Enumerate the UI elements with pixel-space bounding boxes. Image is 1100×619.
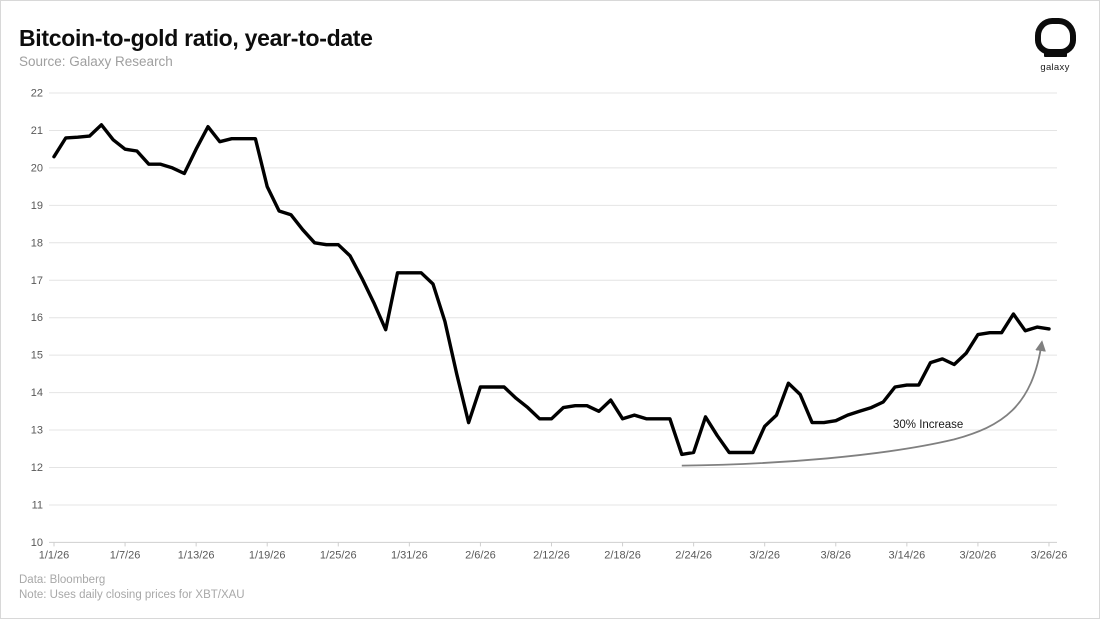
svg-text:2/12/26: 2/12/26 xyxy=(533,549,570,561)
galaxy-logo-label: galaxy xyxy=(1040,62,1070,73)
y-axis-labels: 10 11 12 13 14 15 16 17 18 19 20 21 22 xyxy=(31,88,43,549)
page-title: Bitcoin-to-gold ratio, year-to-date xyxy=(19,25,373,51)
x-axis-ticks xyxy=(53,542,1050,547)
svg-text:12: 12 xyxy=(31,462,43,474)
svg-text:11: 11 xyxy=(32,499,43,511)
svg-text:17: 17 xyxy=(31,275,43,287)
increase-arrow xyxy=(681,340,1046,467)
svg-text:1/31/26: 1/31/26 xyxy=(391,549,428,561)
svg-text:3/14/26: 3/14/26 xyxy=(888,549,925,561)
increase-annotation-label: 30% Increase xyxy=(893,419,963,431)
svg-text:10: 10 xyxy=(31,537,43,549)
svg-text:3/20/26: 3/20/26 xyxy=(960,549,997,561)
ratio-line-series xyxy=(52,123,1051,457)
methodology-note: Note: Uses daily closing prices for XBT/… xyxy=(19,589,245,601)
svg-text:15: 15 xyxy=(31,350,43,362)
gridlines xyxy=(49,92,1057,506)
svg-text:2/6/26: 2/6/26 xyxy=(465,549,496,561)
svg-text:22: 22 xyxy=(31,88,43,100)
galaxy-helmet-icon xyxy=(1034,18,1076,55)
chart-source-subtitle: Source: Galaxy Research xyxy=(19,54,173,69)
chart-footnotes: Data: Bloomberg Note: Uses daily closing… xyxy=(19,573,245,603)
svg-text:2/24/26: 2/24/26 xyxy=(675,549,712,561)
data-source-note: Data: Bloomberg xyxy=(19,574,106,586)
svg-text:18: 18 xyxy=(31,237,43,249)
svg-text:19: 19 xyxy=(31,200,43,212)
galaxy-helmet-base xyxy=(1043,52,1067,57)
svg-text:14: 14 xyxy=(31,387,43,399)
svg-text:3/2/26: 3/2/26 xyxy=(749,549,780,561)
svg-text:21: 21 xyxy=(31,125,43,137)
svg-text:1/13/26: 1/13/26 xyxy=(178,549,215,561)
svg-text:3/8/26: 3/8/26 xyxy=(820,549,851,561)
svg-text:20: 20 xyxy=(31,162,43,174)
galaxy-logo: galaxy xyxy=(1025,18,1085,73)
svg-text:13: 13 xyxy=(31,425,43,437)
svg-text:16: 16 xyxy=(31,312,43,324)
svg-text:1/19/26: 1/19/26 xyxy=(249,549,286,561)
svg-text:1/25/26: 1/25/26 xyxy=(320,549,357,561)
svg-text:1/7/26: 1/7/26 xyxy=(110,549,141,561)
svg-text:3/26/26: 3/26/26 xyxy=(1031,549,1068,561)
svg-text:1/1/26: 1/1/26 xyxy=(39,549,70,561)
svg-text:2/18/26: 2/18/26 xyxy=(604,549,641,561)
x-axis-labels: 1/1/26 1/7/26 1/13/26 1/19/26 1/25/26 1/31/26… xyxy=(39,549,1068,561)
